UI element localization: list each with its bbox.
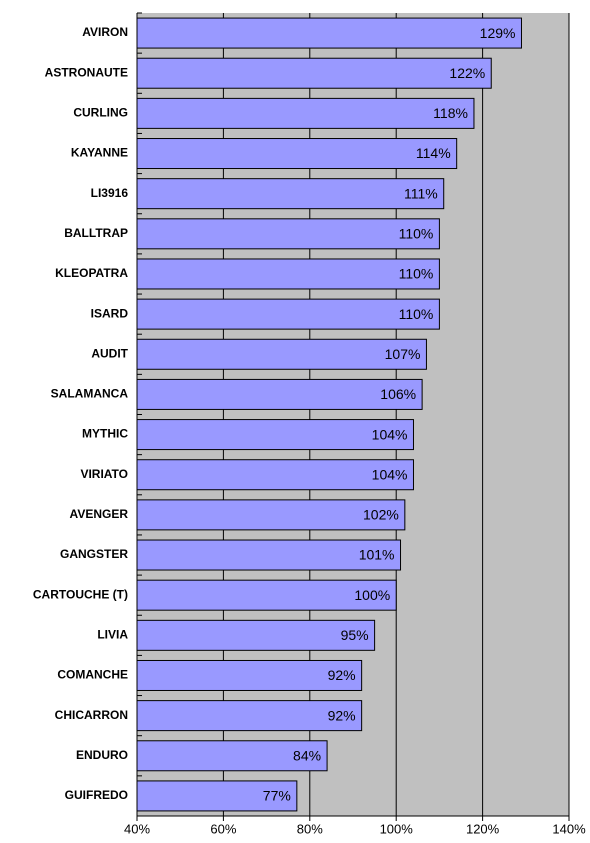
- bar: [136, 97, 475, 129]
- value-label: 122%: [449, 65, 485, 81]
- bar: [136, 57, 492, 89]
- value-label: 110%: [399, 266, 434, 282]
- bar: [136, 780, 298, 812]
- y-tick-label: LIVIA: [97, 627, 128, 641]
- value-label: 129%: [480, 25, 516, 41]
- bar: [136, 539, 402, 571]
- y-tick-label: CHICARRON: [55, 708, 128, 722]
- bar: [136, 419, 414, 451]
- value-label: 118%: [433, 105, 468, 121]
- value-label: 95%: [341, 627, 369, 643]
- bar: [136, 619, 376, 651]
- plot-area: [137, 13, 569, 816]
- value-label: 84%: [293, 747, 321, 763]
- y-tick-label: ENDURO: [76, 748, 128, 762]
- value-label: 114%: [416, 145, 451, 161]
- x-tick-label: 80%: [297, 821, 323, 836]
- y-tick-label: MYTHIC: [82, 427, 128, 441]
- x-tick-label: 60%: [210, 821, 236, 836]
- bar: [136, 258, 440, 290]
- bar: [136, 700, 363, 732]
- bar: [136, 499, 406, 531]
- x-tick-label: 120%: [466, 821, 500, 836]
- value-label: 104%: [372, 426, 408, 442]
- y-tick-label: BALLTRAP: [64, 226, 128, 240]
- y-tick-label: GANGSTER: [60, 547, 128, 561]
- value-label: 106%: [380, 386, 416, 402]
- y-tick-label: KAYANNE: [71, 146, 128, 160]
- y-tick-label: AUDIT: [91, 346, 128, 360]
- x-tick-label: 140%: [552, 821, 586, 836]
- bar: [136, 178, 445, 210]
- y-tick-label: ISARD: [91, 306, 129, 320]
- y-tick-label: VIRIATO: [80, 467, 128, 481]
- value-label: 101%: [359, 547, 395, 563]
- bar: [136, 338, 427, 370]
- value-label: 102%: [363, 507, 399, 523]
- bar: [136, 298, 440, 330]
- y-tick-label: COMANCHE: [57, 668, 128, 682]
- value-label: 77%: [263, 788, 291, 804]
- value-label: 92%: [328, 707, 356, 723]
- bar: [136, 138, 458, 170]
- value-label: 104%: [372, 466, 408, 482]
- value-label: 111%: [404, 185, 438, 201]
- bar: [136, 740, 328, 772]
- value-label: 107%: [385, 346, 421, 362]
- value-label: 110%: [399, 226, 434, 242]
- value-label: 110%: [399, 306, 434, 322]
- y-tick-label: CURLING: [73, 106, 128, 120]
- bar: [136, 378, 423, 410]
- bar: [136, 17, 522, 49]
- y-tick-label: AVENGER: [70, 507, 129, 521]
- y-tick-label: AVIRON: [82, 25, 128, 39]
- y-tick-label: SALAMANCA: [51, 387, 129, 401]
- y-tick-label: LI3916: [91, 186, 129, 200]
- y-tick-label: CARTOUCHE (T): [33, 587, 128, 601]
- x-tick-label: 40%: [124, 821, 150, 836]
- value-label: 92%: [328, 667, 356, 683]
- value-label: 100%: [354, 587, 390, 603]
- bar: [136, 659, 363, 691]
- bar: [136, 579, 397, 611]
- y-tick-label: KLEOPATRA: [55, 266, 128, 280]
- y-tick-label: ASTRONAUTE: [45, 65, 128, 79]
- y-tick-label: GUIFREDO: [65, 788, 128, 802]
- bar: [136, 218, 440, 250]
- x-tick-label: 100%: [380, 821, 414, 836]
